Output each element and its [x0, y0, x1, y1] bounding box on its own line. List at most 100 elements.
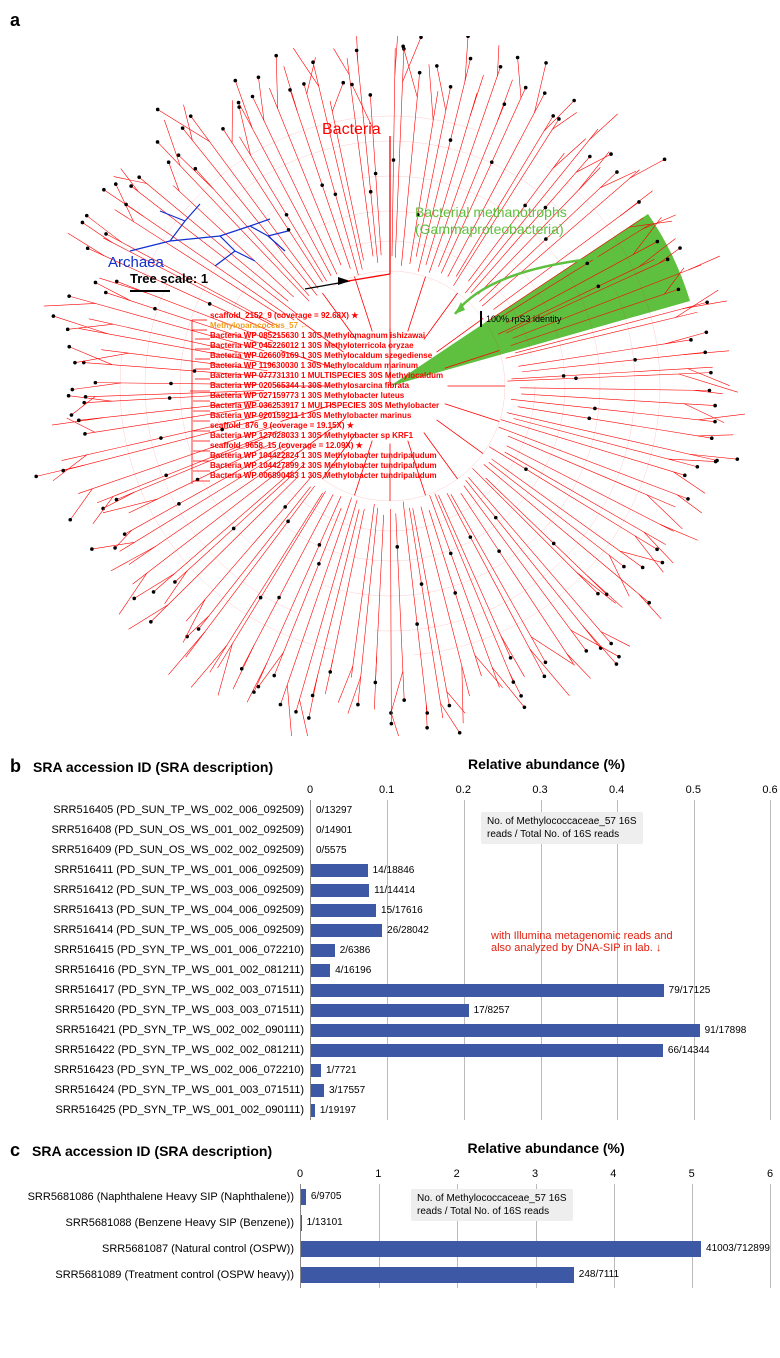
bar	[301, 1215, 302, 1231]
species-list: scaffold_2152_9 (coverage = 92.68X)Methy…	[210, 311, 443, 481]
bar-value-text: 1/13101	[307, 1210, 343, 1236]
bar-value-text: 4/16196	[335, 965, 371, 976]
tree-scale-bar	[130, 290, 170, 292]
species-entry: Bacteria WP 020159211 1 30S Methylobacte…	[210, 411, 443, 421]
bacteria-label: Bacteria	[322, 121, 381, 139]
bar	[301, 1241, 701, 1257]
bar-row: 41003/712899	[301, 1236, 770, 1262]
species-entry: Methyloparacoccus_57	[210, 321, 443, 331]
bar-row: 1/7721	[311, 1060, 770, 1080]
axis-tick: 0.5	[686, 784, 701, 796]
panel-b-bars: 0/13297 0/14901 0/5575 14/18846 11/14414 15/1…	[311, 800, 770, 1120]
row-label: SRR516414 (PD_SUN_TP_WS_005_006_092509)	[10, 920, 304, 940]
row-label: SRR516425 (PD_SYN_TP_WS_001_002_090111)	[10, 1100, 304, 1120]
green-label-l2: (Gammaproteobacteria)	[415, 221, 564, 237]
axis-tick: 1	[375, 1168, 381, 1180]
gridline	[770, 1184, 771, 1288]
bar-value-text: 0/14901	[316, 825, 352, 836]
bar-row: 14/18846	[311, 860, 770, 880]
row-label: SRR5681086 (Naphthalene Heavy SIP (Napht…	[10, 1184, 294, 1210]
panel-b: b SRA accession ID (SRA description) Rel…	[10, 756, 770, 1120]
bar-value-text: 248/7111	[579, 1262, 619, 1288]
bar	[311, 1064, 321, 1077]
bar	[311, 864, 368, 877]
panel-b-note-box: No. of Methylococcaceae_57 16Sreads / To…	[481, 812, 643, 844]
row-label: SRR516408 (PD_SUN_OS_WS_001_002_092509)	[10, 820, 304, 840]
axis-tick: 0.1	[379, 784, 394, 796]
bar-value-text: 3/17557	[329, 1085, 365, 1096]
panel-c-note-box: No. of Methylococcaceae_57 16Sreads / To…	[411, 1189, 573, 1221]
axis-tick: 0.2	[456, 784, 471, 796]
row-label: SRR5681087 (Natural control (OSPW))	[10, 1236, 294, 1262]
row-label: SRR516409 (PD_SUN_OS_WS_002_002_092509)	[10, 840, 304, 860]
species-entry: Bacteria WP 026609169 1 30S Methylocaldu…	[210, 351, 443, 361]
rps3-note-text: 100% rpS3 identity	[486, 314, 562, 324]
panel-c-right-header: Relative abundance (%)	[272, 1140, 770, 1166]
bar	[311, 944, 335, 957]
species-entry: Bacteria WP 036253917 1 MULTISPECIES 30S…	[210, 401, 443, 411]
species-entry: Bacteria WP 104427899 1 30S Methylobacte…	[210, 461, 443, 471]
axis-tick: 0.3	[532, 784, 547, 796]
row-label: SRR516413 (PD_SUN_TP_WS_004_006_092509)	[10, 900, 304, 920]
axis-tick: 5	[689, 1168, 695, 1180]
row-label: SRR516412 (PD_SUN_TP_WS_003_006_092509)	[10, 880, 304, 900]
bar-row: 66/14344	[311, 1040, 770, 1060]
bar	[311, 1024, 700, 1037]
axis-tick: 0	[297, 1168, 303, 1180]
species-entry: Bacteria WP 085215630 1 30S Methylomagnu…	[210, 331, 443, 341]
panel-c: c SRA accession ID (SRA description) Rel…	[10, 1140, 770, 1288]
tree-scale: Tree scale: 1	[130, 271, 208, 292]
row-label: SRR516405 (PD_SUN_TP_WS_002_006_092509)	[10, 800, 304, 820]
bar-value-text: 2/6386	[340, 945, 371, 956]
row-label: SRR516422 (PD_SYN_TP_WS_002_002_081211)	[10, 1040, 304, 1060]
bar-value-text: 26/28042	[387, 925, 429, 936]
tree-scale-text: Tree scale: 1	[130, 271, 208, 286]
panel-b-labels: SRR516405 (PD_SUN_TP_WS_002_006_092509)S…	[10, 800, 310, 1120]
bar-value-text: 79/17125	[669, 985, 711, 996]
bar-row: 15/17616	[311, 900, 770, 920]
axis-tick: 6	[767, 1168, 773, 1180]
green-label: Bacterial methanotrophs (Gammaproteobact…	[415, 204, 567, 238]
axis-tick: 4	[610, 1168, 616, 1180]
row-label: SRR516411 (PD_SUN_TP_WS_001_006_092509)	[10, 860, 304, 880]
species-entry: Bacteria WP 006890483 1 30S Methylobacte…	[210, 471, 443, 481]
bar-row: 1/19197	[311, 1100, 770, 1120]
bar-value-text: 11/14414	[374, 885, 415, 896]
bar-value-text: 91/17898	[705, 1025, 747, 1036]
row-label: SRR516416 (PD_SYN_TP_WS_001_002_081211)	[10, 960, 304, 980]
bar-row: 17/8257	[311, 1000, 770, 1020]
bar-row: 3/17557	[311, 1080, 770, 1100]
species-entry: Bacteria WP 045226012 1 30S Methyloterri…	[210, 341, 443, 351]
bar-value-text: 0/5575	[316, 845, 347, 856]
bar-value-text: 17/8257	[474, 1005, 510, 1016]
row-label: SRR516421 (PD_SYN_TP_WS_002_002_090111)	[10, 1020, 304, 1040]
row-label: SRR516424 (PD_SYN_TP_WS_001_003_071511)	[10, 1080, 304, 1100]
bar-value-text: 0/13297	[316, 805, 352, 816]
panel-b-left-header: SRA accession ID (SRA description)	[33, 759, 273, 775]
axis-tick: 0.4	[609, 784, 624, 796]
row-label: SRR516423 (PD_SYN_TP_WS_002_006_072210)	[10, 1060, 304, 1080]
gridline	[770, 800, 771, 1120]
panel-b-right-header: Relative abundance (%)	[273, 756, 770, 782]
axis-tick: 3	[532, 1168, 538, 1180]
bar	[301, 1189, 306, 1205]
panel-b-label: b	[10, 756, 21, 777]
row-label: SRR516417 (PD_SYN_TP_WS_002_003_071511)	[10, 980, 304, 1000]
bar-value-text: 1/19197	[320, 1105, 356, 1116]
row-label: SRR5681089 (Treatment control (OSPW heav…	[10, 1262, 294, 1288]
row-label: SRR516420 (PD_SYN_TP_WS_003_003_071511)	[10, 1000, 304, 1020]
bar	[311, 1084, 324, 1097]
bar	[311, 1044, 663, 1057]
axis-tick: 0	[307, 784, 313, 796]
green-label-l1: Bacterial methanotrophs	[415, 204, 567, 220]
bar-value-text: 41003/712899	[706, 1236, 770, 1262]
rps3-bar-icon	[480, 311, 482, 327]
species-entry: scaffold_2152_9 (coverage = 92.68X)	[210, 311, 443, 321]
bar-row: 11/14414	[311, 880, 770, 900]
species-entry: Bacteria WP 127028033 1 30S Methylobacte…	[210, 431, 443, 441]
panel-c-axis: 0123456	[300, 1168, 770, 1184]
bar-value-text: 15/17616	[381, 905, 423, 916]
rps3-note: 100% rpS3 identity	[480, 311, 562, 327]
bar	[301, 1267, 574, 1283]
species-entry: Bacteria WP 077731310 1 MULTISPECIES 30S…	[210, 371, 443, 381]
